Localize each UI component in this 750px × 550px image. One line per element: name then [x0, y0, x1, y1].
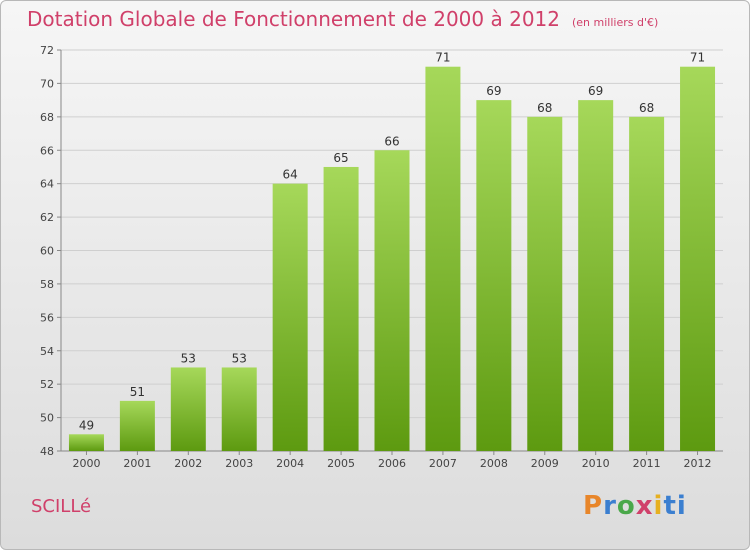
bar	[425, 66, 461, 451]
y-tick-label: 56	[40, 311, 54, 324]
bar	[527, 116, 563, 451]
chart-title: Dotation Globale de Fonctionnement de 20…	[27, 7, 658, 31]
bar	[323, 166, 359, 452]
y-tick-label: 72	[40, 44, 54, 57]
y-tick-label: 50	[40, 412, 54, 425]
x-tick-label: 2010	[582, 457, 610, 470]
bars	[68, 66, 716, 452]
bar-value-label: 71	[690, 51, 705, 65]
bar-value-label: 69	[486, 84, 501, 98]
chart-subtitle: (en milliers d'€)	[572, 16, 659, 29]
x-tick-label: 2002	[174, 457, 202, 470]
bar-value-label: 71	[435, 51, 450, 65]
y-tick-label: 52	[40, 378, 54, 391]
logo-letter: o	[616, 491, 636, 521]
y-tick-label: 64	[40, 178, 54, 191]
x-tick-label: 2012	[684, 457, 712, 470]
x-tick-label: 2011	[633, 457, 661, 470]
logo-letter: ti	[663, 491, 687, 521]
bar-value-label: 65	[333, 151, 348, 165]
proxiti-logo[interactable]: Proxiti	[583, 491, 687, 521]
x-tick-label: 2000	[72, 457, 100, 470]
commune-name: SCILLé	[31, 496, 92, 517]
x-tick-label: 2007	[429, 457, 457, 470]
bar-value-label: 66	[384, 134, 399, 148]
bar-value-label: 68	[537, 101, 552, 115]
y-tick-label: 68	[40, 111, 54, 124]
bar	[221, 367, 257, 451]
x-tick-label: 2009	[531, 457, 559, 470]
y-tick-label: 62	[40, 211, 54, 224]
bar-value-label: 64	[283, 168, 298, 182]
x-tick-label: 2001	[123, 457, 151, 470]
data-labels: 49 51 53 53 64 65 66 71 69 68 69 68 71	[79, 51, 705, 433]
bar	[476, 100, 512, 451]
x-tick-label: 2004	[276, 457, 304, 470]
logo-letter: r	[603, 491, 617, 521]
chart-title-text: Dotation Globale de Fonctionnement de 20…	[27, 7, 560, 31]
bar-value-label: 49	[79, 418, 94, 432]
x-tick-label: 2006	[378, 457, 406, 470]
bar	[374, 150, 410, 451]
bar-value-label: 53	[181, 351, 196, 365]
x-tick-label: 2008	[480, 457, 508, 470]
x-tick-label: 2003	[225, 457, 253, 470]
y-tick-label: 48	[40, 445, 54, 458]
y-tick-label: 66	[40, 144, 54, 157]
bar-value-label: 53	[232, 351, 247, 365]
bar	[119, 400, 155, 451]
bar	[170, 367, 206, 451]
bar	[629, 116, 665, 451]
bar-value-label: 51	[130, 385, 145, 399]
y-tick-label: 70	[40, 77, 54, 90]
logo-letter: x	[635, 491, 654, 521]
logo-letter: P	[583, 491, 604, 521]
bar	[578, 100, 614, 451]
bar-value-label: 68	[639, 101, 654, 115]
bar-value-label: 69	[588, 84, 603, 98]
y-tick-label: 54	[40, 345, 54, 358]
axes: 48 50 52 54 56 58 60 62 64 66 68 70 72 2000 2001 2002 20…	[40, 44, 723, 470]
bar	[68, 434, 104, 451]
logo-letter: i	[653, 491, 664, 521]
y-tick-label: 60	[40, 245, 54, 258]
bar	[680, 66, 716, 451]
bar	[272, 183, 308, 451]
y-tick-label: 58	[40, 278, 54, 291]
x-tick-label: 2005	[327, 457, 355, 470]
